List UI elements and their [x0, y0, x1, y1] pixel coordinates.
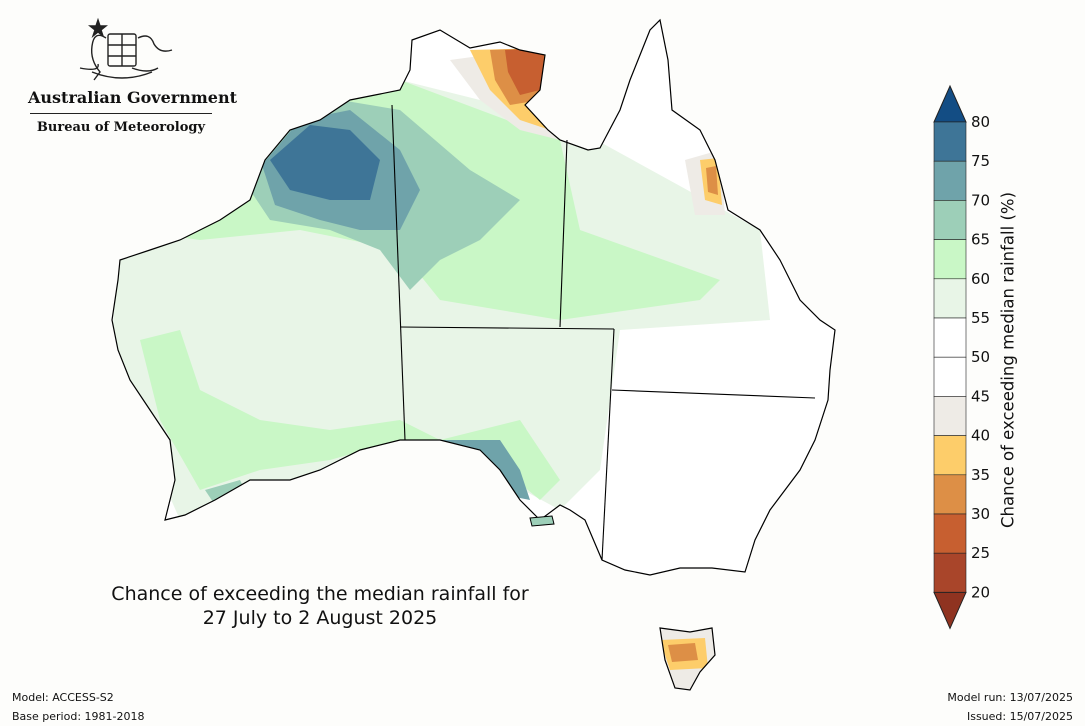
state-borders	[391, 104, 816, 561]
government-name: Australian Government	[28, 88, 237, 107]
legend-tick-label: 75	[971, 152, 990, 170]
colour-bar-label: Chance of exceeding median rainfall (%)	[998, 191, 1018, 529]
legend-tick-label: 50	[971, 348, 990, 366]
colour-bar-legend: 80 75 70 65 60 55 50 45 40 35 30 25 20	[933, 84, 990, 630]
legend-bin	[933, 239, 967, 280]
legend-bin	[933, 435, 967, 476]
legend-bin	[933, 278, 967, 319]
mainland-coastline	[111, 18, 836, 576]
kangaroo-island	[529, 515, 555, 527]
field-25-30-cy	[505, 48, 545, 95]
map-title: Chance of exceeding the median rainfall …	[40, 582, 600, 630]
map-title-line-1: Chance of exceeding the median rainfall …	[111, 583, 529, 605]
footer-left: Model: ACCESS-S2 Base period: 1981-2018	[12, 688, 144, 726]
tasmania-coastline	[659, 627, 716, 691]
legend-bin	[933, 474, 967, 515]
field-30-35-qld	[706, 166, 718, 195]
legend-bin	[933, 160, 967, 201]
legend-bin	[933, 317, 967, 358]
legend-bin	[933, 513, 967, 554]
field-60-65-south	[140, 330, 560, 500]
field-75-80	[270, 125, 380, 200]
legend-tick-label: 45	[971, 387, 990, 405]
legend-bin	[933, 356, 967, 397]
legend-bin	[933, 200, 967, 240]
base-period: Base period: 1981-2018	[12, 710, 145, 723]
tasmania-field-30-35	[668, 643, 698, 662]
model-run: Model run: 13/07/2025	[947, 691, 1073, 704]
legend-bin-above	[933, 84, 967, 123]
divider	[30, 113, 212, 114]
legend-bin-below	[933, 591, 967, 630]
legend-tick-label: 70	[971, 191, 990, 209]
map-title-line-2: 27 July to 2 August 2025	[202, 607, 438, 629]
coat-of-arms-icon	[79, 17, 173, 81]
legend-tick-label: 35	[971, 466, 990, 484]
legend-tick-label: 25	[971, 544, 990, 562]
legend-tick-label: 60	[971, 270, 990, 288]
legend-bin	[933, 121, 967, 162]
legend-tick-label: 80	[971, 113, 990, 131]
legend-tick-label: 30	[971, 505, 990, 523]
legend-tick-label: 65	[971, 231, 990, 249]
legend-tick-label: 55	[971, 309, 990, 327]
issued-date: Issued: 15/07/2025	[966, 710, 1073, 723]
legend-bin	[933, 396, 967, 436]
legend-tick-label: 40	[971, 427, 990, 445]
model-name: Model: ACCESS-S2	[12, 691, 114, 704]
bureau-name: Bureau of Meteorology	[36, 120, 206, 135]
legend-bin	[933, 552, 967, 593]
legend-tick-label: 20	[971, 583, 990, 601]
footer-right: Model run: 13/07/2025 Issued: 15/07/2025	[947, 688, 1073, 726]
